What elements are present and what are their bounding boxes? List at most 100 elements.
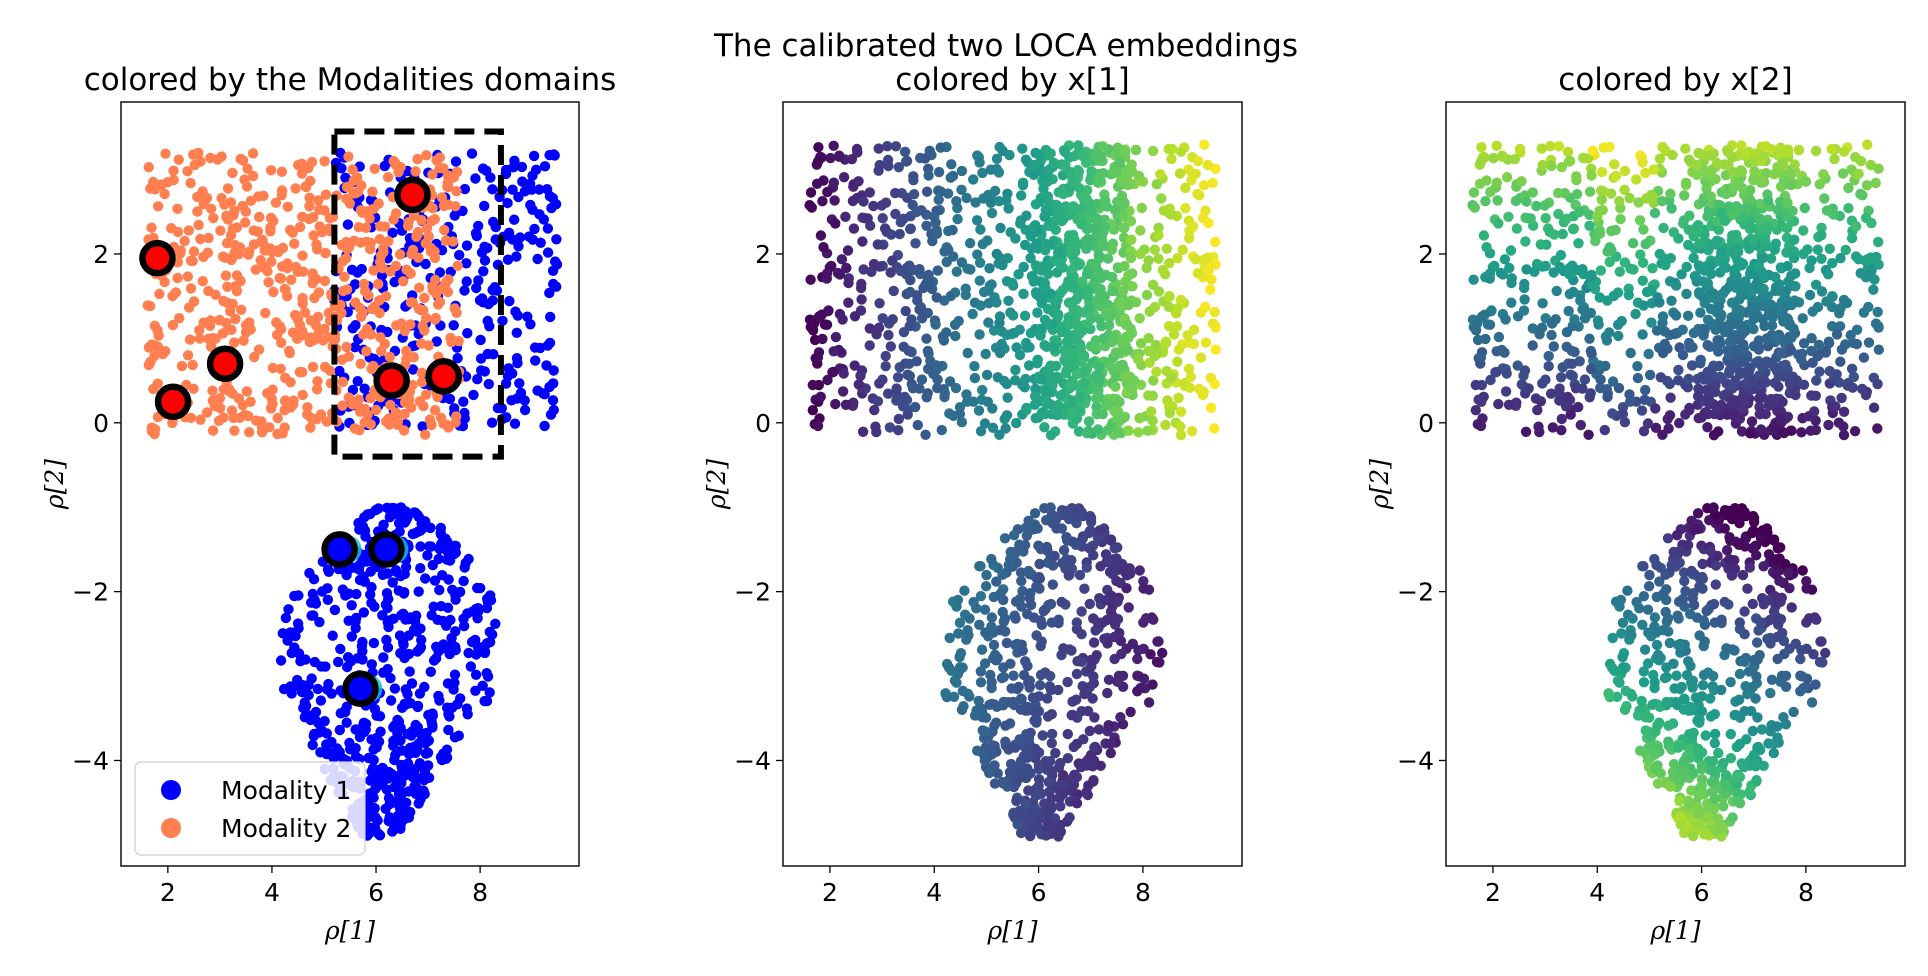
scatter-point: [1085, 512, 1097, 524]
scatter-point-modality-1: [381, 588, 393, 599]
scatter-point-modality-2: [419, 292, 430, 304]
scatter-point: [840, 211, 851, 222]
scatter-point-modality-2: [222, 183, 234, 194]
scatter-point: [1553, 141, 1565, 152]
scatter-point: [1824, 243, 1836, 254]
scatter-point-modality-2: [207, 395, 218, 406]
y-tick-label: −2: [72, 578, 109, 607]
scatter-point: [980, 348, 991, 360]
scatter-point: [1207, 177, 1218, 189]
scatter-point: [1723, 349, 1735, 361]
scatter-point: [1705, 191, 1717, 202]
scatter-point-modality-2: [166, 223, 177, 234]
scatter-point-modality-2: [299, 307, 311, 318]
scatter-point: [836, 254, 848, 265]
scatter-point-modality-1: [548, 404, 559, 416]
scatter-point-modality-1: [346, 631, 357, 642]
scatter-point: [1030, 743, 1041, 754]
scatter-point: [871, 329, 882, 340]
scatter-point: [1045, 430, 1057, 441]
scatter-point: [1097, 408, 1108, 420]
scatter-point-modality-2: [319, 275, 331, 287]
scatter-point-modality-1: [322, 684, 333, 695]
scatter-point: [958, 701, 969, 712]
scatter-point-modality-1: [463, 553, 474, 565]
scatter-point: [1501, 368, 1512, 379]
scatter-point-modality-1: [357, 636, 368, 648]
scatter-point-modality-1: [349, 615, 360, 626]
scatter-point: [1777, 158, 1789, 170]
scatter-point: [1070, 539, 1082, 550]
scatter-point: [1594, 292, 1605, 303]
scatter-point: [1666, 203, 1677, 214]
scatter-point-modality-2: [341, 253, 352, 264]
scatter-point-modality-1: [479, 255, 491, 266]
scatter-point-modality-2: [174, 248, 186, 259]
scatter-point: [846, 154, 858, 165]
scatter-point-modality-2: [244, 246, 255, 258]
scatter-point: [817, 333, 828, 345]
scatter-point: [992, 768, 1003, 779]
scatter-point-modality-2: [284, 345, 295, 357]
scatter-point-modality-2: [148, 383, 159, 395]
scatter-point: [1067, 709, 1078, 721]
scatter-point: [1643, 348, 1654, 360]
scatter-point: [1782, 147, 1794, 158]
highlighted-point: [154, 383, 192, 420]
scatter-point: [829, 195, 840, 206]
scatter-point: [1694, 238, 1705, 249]
scatter-point-modality-2: [305, 422, 316, 433]
scatter-point: [1553, 187, 1564, 199]
scatter-point-modality-2: [197, 276, 208, 287]
scatter-point: [1086, 207, 1097, 218]
scatter-point: [1085, 236, 1096, 247]
scatter-point: [1812, 244, 1824, 255]
scatter-point: [1610, 170, 1622, 182]
highlighted-point: [206, 345, 244, 382]
scatter-point: [947, 224, 958, 236]
scatter-point-modality-2: [374, 256, 386, 268]
scatter-point-modality-2: [354, 302, 365, 314]
scatter-point-modality-2: [405, 268, 416, 279]
scatter-point: [1096, 320, 1107, 332]
scatter-point-modality-2: [347, 164, 358, 175]
scatter-point: [1533, 421, 1544, 432]
scatter-point-modality-1: [458, 396, 469, 407]
scatter-point: [1519, 278, 1530, 290]
scatter-point-modality-1: [390, 749, 401, 761]
scatter-point: [1045, 288, 1056, 299]
scatter-point: [1062, 676, 1073, 688]
scatter-point: [1862, 139, 1873, 150]
scatter-point: [1163, 321, 1175, 332]
scatter-point: [1018, 261, 1029, 273]
scatter-point: [1704, 396, 1715, 407]
scatter-point-modality-2: [348, 175, 359, 186]
scatter-point-modality-2: [369, 163, 380, 174]
scatter-point-modality-1: [335, 643, 346, 655]
scatter-point: [951, 677, 962, 688]
scatter-point: [943, 244, 954, 256]
scatter-point: [1684, 404, 1695, 416]
scatter-point: [1756, 253, 1768, 264]
scatter-point: [1175, 146, 1187, 157]
scatter-point-modality-1: [441, 554, 453, 565]
scatter-point-modality-1: [314, 616, 325, 628]
scatter-point-modality-1: [450, 641, 461, 653]
scatter-point: [872, 239, 883, 250]
scatter-point: [1583, 429, 1594, 440]
scatter-point-modality-2: [421, 150, 432, 161]
scatter-point-modality-1: [387, 577, 398, 588]
scatter-point: [842, 245, 854, 256]
scatter-point-modality-1: [428, 601, 439, 612]
scatter-point: [1610, 224, 1621, 236]
scatter-point: [1561, 213, 1572, 224]
scatter-point: [1077, 276, 1088, 287]
scatter-point: [843, 297, 854, 308]
scatter-point: [1671, 530, 1683, 541]
scatter-point: [1836, 392, 1847, 404]
scatter-point: [1782, 260, 1793, 272]
scatter-point: [1153, 222, 1164, 233]
scatter-point: [1736, 260, 1747, 271]
scatter-point: [1799, 202, 1811, 214]
scatter-point: [964, 613, 975, 624]
